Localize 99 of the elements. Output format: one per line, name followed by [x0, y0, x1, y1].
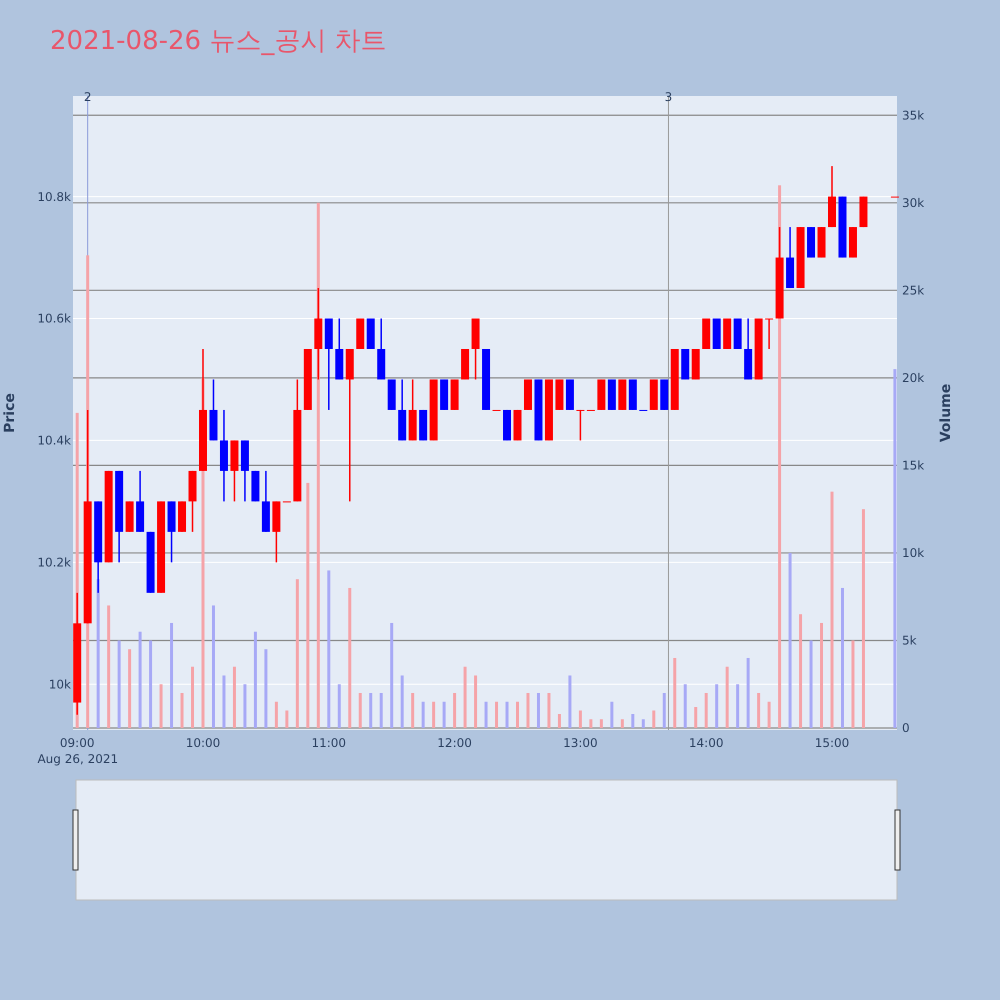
bar [232, 666, 236, 728]
bar [768, 702, 771, 728]
bar [536, 692, 540, 728]
bar [348, 588, 352, 728]
bar [600, 719, 603, 728]
bar [96, 579, 100, 728]
bar [673, 658, 676, 728]
bar [296, 579, 299, 728]
bar [170, 622, 174, 728]
bar [516, 702, 519, 728]
bar [180, 692, 184, 728]
bar [652, 710, 656, 728]
bar [327, 570, 330, 728]
bar [464, 666, 467, 728]
bar [442, 702, 446, 728]
chart-title: 2021-08-26 뉴스_공시 차트 [50, 26, 387, 56]
bar [400, 675, 404, 728]
bar [212, 605, 215, 728]
x-tick-label: 09:00 Aug 26, 2021 [37, 736, 118, 766]
y2-tick-label: 15k [902, 458, 924, 473]
bar [160, 684, 163, 728]
bar [662, 692, 666, 728]
y2-tick-label: 30k [902, 196, 924, 210]
bar [338, 684, 341, 728]
bar [893, 369, 896, 728]
bar [453, 692, 456, 728]
y2-tick-label: 20k [902, 371, 924, 386]
bar [726, 666, 729, 728]
bar [799, 614, 802, 728]
bar [547, 692, 550, 728]
bar [642, 719, 645, 728]
bar [684, 684, 687, 728]
bar [788, 552, 792, 728]
bar [526, 692, 530, 728]
y2-tick-label: 25k [902, 284, 924, 298]
y2-tick-label: 35k [902, 108, 924, 122]
bar [620, 719, 624, 728]
bar [568, 675, 572, 728]
x-tick-label: 14:00 [688, 736, 724, 750]
bar [840, 588, 844, 728]
bar [390, 622, 394, 728]
bar [830, 492, 834, 728]
bar [631, 714, 634, 728]
bar [578, 710, 582, 728]
bar [380, 692, 383, 728]
bar [369, 692, 372, 728]
bar [243, 684, 246, 728]
bar [128, 649, 132, 728]
bar [222, 675, 226, 728]
bar [358, 692, 362, 728]
ref-line-label: 3 [664, 90, 672, 104]
y-tick-label: 10.6k [37, 312, 72, 326]
x-tick-label: 15:00 [814, 736, 850, 750]
bar [432, 702, 436, 728]
bar [506, 702, 509, 728]
bar [191, 666, 194, 728]
bar [610, 702, 614, 728]
y-tick-label: 10.4k [37, 434, 72, 448]
bar [704, 692, 708, 728]
bar [820, 622, 824, 728]
y2-tick-label: 0 [902, 721, 910, 736]
bar [757, 692, 760, 728]
y-tick-label: 10k [48, 677, 72, 692]
bar [264, 649, 268, 728]
y2-tick-label: 5k [902, 634, 917, 648]
bar [107, 605, 110, 728]
bar [254, 632, 257, 728]
bar [118, 640, 121, 728]
bar [558, 714, 561, 728]
candlestick [765, 318, 774, 350]
bar [484, 702, 488, 728]
bar [862, 509, 865, 728]
bar [411, 692, 414, 728]
bar [694, 706, 698, 728]
bar [851, 640, 854, 728]
x-tick-label: 10:00 [186, 736, 220, 750]
y-tick-label: 10.8k [37, 190, 72, 204]
bar [149, 640, 152, 728]
bar [589, 719, 592, 728]
x-tick-label: 11:00 [312, 736, 346, 750]
y2-tick-label: 10k [902, 546, 924, 560]
bar [285, 710, 288, 728]
bar [274, 702, 278, 728]
bar [736, 684, 740, 728]
x-tick-label: 13:00 [563, 736, 598, 750]
y-tick-label: 10.2k [37, 556, 72, 570]
bar [495, 702, 498, 728]
bar [715, 684, 718, 728]
bar [474, 675, 478, 728]
y2-axis-title: Volume [938, 384, 954, 442]
x-tick-label: 12:00 [437, 736, 472, 750]
bar [306, 482, 310, 728]
bar [422, 702, 425, 728]
y-axis-title: Price [2, 393, 18, 433]
candlestick [576, 409, 584, 442]
bar [810, 640, 813, 728]
bar [746, 658, 750, 728]
bar [138, 632, 142, 728]
ref-line-label: 2 [84, 90, 92, 104]
